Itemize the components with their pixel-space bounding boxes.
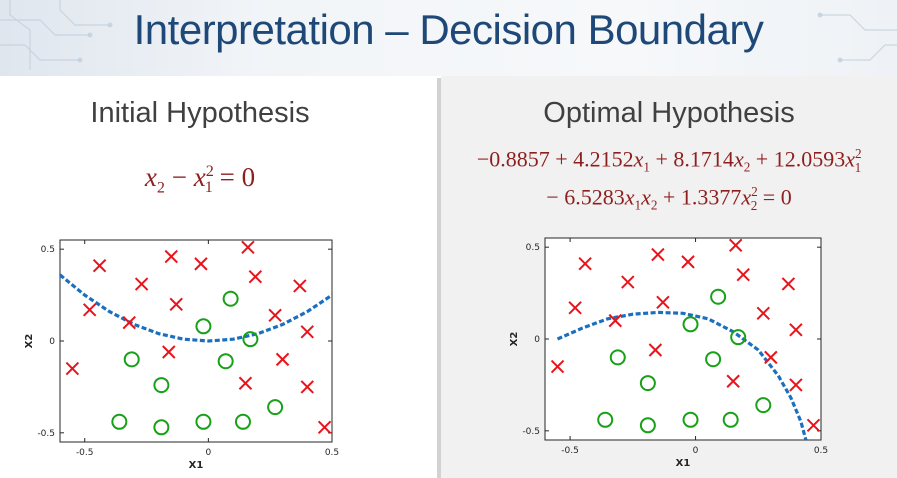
decision-boundary-line — [556, 310, 808, 440]
cross-point — [781, 277, 796, 291]
cross-point — [681, 255, 695, 269]
cross-point — [293, 279, 307, 293]
circle-point — [222, 290, 239, 307]
cross-point — [789, 378, 803, 392]
y-tick-label: -0.5 — [522, 427, 540, 437]
cross-point — [65, 361, 80, 376]
optimal-equation-line2: − 6.5283x1x2 + 1.3377x22 = 0 — [546, 184, 792, 213]
circle-point — [710, 288, 727, 305]
circle-point — [597, 411, 614, 428]
cross-point — [656, 295, 670, 309]
cross-point — [169, 297, 183, 311]
cross-point — [238, 376, 253, 390]
y-tick-label: -0.5 — [37, 429, 55, 439]
x-axis-label: X1 — [676, 458, 691, 469]
optimal-hypothesis-title: Optimal Hypothesis — [543, 97, 795, 129]
circle-point — [153, 377, 170, 394]
circle-point — [682, 411, 699, 428]
x-axis-label: X1 — [189, 460, 204, 471]
cross-point — [621, 275, 635, 289]
circle-point — [639, 417, 656, 434]
cross-point — [568, 301, 582, 315]
plot-area — [544, 237, 822, 441]
circle-point — [217, 353, 234, 370]
y-tick-label: 0 — [49, 337, 55, 347]
optimal-hypothesis-plot: -0.5 0 0.5 -0.5 0 0.5 X1 X2 — [509, 237, 828, 469]
initial-hypothesis-title: Initial Hypothesis — [90, 97, 310, 129]
cross-point — [275, 352, 290, 367]
x-tick-label: 0.5 — [814, 446, 828, 456]
x-tick-label: 0 — [205, 448, 211, 458]
optimal-equation-line1: −0.8857 + 4.2152x1 + 8.1714x2 + 12.0593x… — [476, 146, 862, 175]
cross-point — [122, 315, 136, 330]
cross-point — [268, 308, 282, 322]
cross-point — [134, 277, 149, 291]
cross-point — [92, 259, 107, 273]
cross-point — [194, 257, 208, 271]
cross-point — [550, 359, 565, 374]
circle-point — [639, 375, 656, 392]
circle-point — [234, 413, 251, 430]
cross-point — [608, 313, 622, 328]
cross-point — [241, 240, 255, 255]
cross-point — [728, 238, 743, 253]
circle-point — [242, 331, 259, 348]
cross-point — [736, 268, 750, 282]
cross-point — [651, 247, 665, 262]
cross-point — [317, 420, 332, 435]
circle-point — [195, 318, 212, 335]
slide-header: Interpretation – Decision Boundary — [0, 0, 897, 76]
cross-point — [648, 343, 663, 357]
cross-point — [162, 345, 176, 359]
cross-point — [82, 303, 97, 317]
cross-point — [300, 380, 314, 394]
x-tick-label: 0.5 — [325, 448, 339, 458]
cross-point — [726, 374, 740, 388]
initial-hypothesis-plot: -0.5 0 0.5 -0.5 0 0.5 X1 X2 — [24, 239, 339, 471]
cross-point — [578, 257, 592, 271]
circle-point — [609, 349, 626, 366]
x-tick-label: 0 — [693, 446, 699, 456]
circle-point — [730, 329, 747, 346]
circle-point — [755, 397, 772, 414]
cross-point — [806, 418, 821, 433]
cross-point — [164, 249, 178, 264]
initial-hypothesis-equation: x2 − x21 = 0 — [144, 162, 256, 197]
x-tick-label: -0.5 — [76, 448, 94, 458]
y-tick-label: 0 — [534, 335, 540, 345]
y-tick-label: 0.5 — [41, 245, 55, 255]
panel-divider — [437, 78, 441, 478]
decision-boundary-line — [60, 273, 332, 343]
slide-title: Interpretation – Decision Boundary — [133, 6, 764, 53]
circle-point — [705, 351, 722, 368]
circle-point — [123, 351, 140, 368]
circuit-decoration — [0, 0, 897, 70]
cross-point — [248, 270, 263, 284]
circle-point — [195, 413, 212, 430]
circle-point — [722, 411, 739, 428]
y-axis-label: X2 — [509, 332, 520, 347]
cross-point — [300, 325, 314, 339]
circle-point — [153, 419, 170, 436]
circle-point — [682, 316, 699, 333]
y-tick-label: 0.5 — [526, 243, 540, 253]
y-axis-label: X2 — [24, 334, 35, 349]
cross-point — [756, 306, 770, 320]
circle-point — [111, 413, 128, 430]
circle-point — [267, 399, 284, 416]
x-tick-label: -0.5 — [561, 446, 579, 456]
cross-point — [789, 323, 803, 337]
cross-point — [764, 350, 778, 365]
